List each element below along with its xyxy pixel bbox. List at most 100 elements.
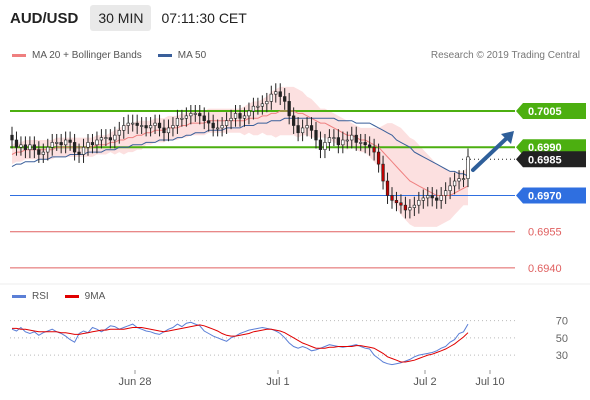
candle-body bbox=[452, 180, 457, 187]
x-axis-label: Jul 1 bbox=[266, 376, 289, 388]
candle-body bbox=[350, 134, 354, 141]
candle-body bbox=[64, 139, 68, 146]
candle-body bbox=[242, 115, 247, 119]
candle-body bbox=[399, 202, 403, 206]
candle-body bbox=[193, 113, 197, 115]
candle-body bbox=[216, 127, 220, 130]
candle-body bbox=[189, 113, 193, 117]
candle-body bbox=[19, 144, 23, 148]
candle-body bbox=[417, 200, 421, 206]
timeframe-selector[interactable]: 30 MIN bbox=[90, 5, 152, 31]
candle-body bbox=[247, 110, 251, 117]
candle-body bbox=[300, 127, 305, 134]
candle-body bbox=[376, 151, 381, 165]
rsi-ma9-line bbox=[12, 324, 469, 363]
level-label-0.6940: 0.6940 bbox=[528, 263, 562, 275]
candle-body bbox=[72, 142, 77, 153]
candle-body bbox=[238, 113, 242, 119]
candle-body bbox=[390, 195, 394, 201]
candle-body bbox=[23, 144, 28, 150]
candle-body bbox=[202, 115, 206, 121]
rsi-line bbox=[11, 321, 469, 366]
ma20-swatch bbox=[12, 54, 26, 57]
candle-body bbox=[269, 93, 273, 102]
candle-body bbox=[113, 134, 117, 141]
candle-body bbox=[104, 137, 108, 139]
candle-body bbox=[46, 146, 50, 153]
candle-body bbox=[305, 125, 309, 129]
candle-body bbox=[108, 137, 112, 141]
candle-body bbox=[32, 144, 36, 150]
candle-body bbox=[37, 149, 41, 155]
candle-body bbox=[444, 190, 448, 196]
level-label-box bbox=[516, 139, 586, 156]
level-label-0.6985: 0.6985 bbox=[516, 151, 586, 168]
candle-body bbox=[283, 96, 287, 102]
candle-body bbox=[90, 142, 95, 146]
candle-body bbox=[131, 122, 135, 125]
x-axis-label: Jun 28 bbox=[118, 376, 151, 388]
candle-body bbox=[126, 122, 130, 126]
candle-body bbox=[86, 142, 90, 148]
level-label-0.6990: 0.6990 bbox=[516, 139, 586, 156]
candle-body bbox=[211, 122, 215, 129]
candle-body bbox=[381, 163, 385, 182]
candle-body bbox=[426, 195, 430, 199]
candle-body bbox=[229, 117, 233, 121]
rsi-tick-label: 50 bbox=[556, 333, 568, 345]
candle-body bbox=[421, 197, 425, 201]
candle-body bbox=[233, 113, 238, 119]
candle-body bbox=[207, 120, 211, 124]
candle-body bbox=[439, 195, 443, 201]
candle-body bbox=[412, 204, 416, 208]
candle-body bbox=[323, 142, 327, 150]
candle-body bbox=[135, 122, 139, 126]
candle-body bbox=[461, 178, 466, 180]
candle-body bbox=[162, 127, 166, 134]
candle-body bbox=[81, 146, 86, 155]
candle-body bbox=[184, 115, 188, 119]
candle-body bbox=[318, 139, 323, 150]
level-label-0.6970: 0.6970 bbox=[516, 187, 586, 204]
ma20-legend-label: MA 20 + Bollinger Bands bbox=[32, 50, 142, 61]
candle-body bbox=[14, 139, 19, 148]
candle-body bbox=[28, 144, 32, 150]
candle-body bbox=[180, 117, 184, 120]
level-label-box bbox=[516, 187, 586, 204]
candle-body bbox=[368, 144, 372, 148]
candle-body bbox=[95, 139, 99, 146]
candle-body bbox=[394, 200, 399, 204]
candle-body bbox=[332, 137, 336, 139]
x-axis-label: Jul 10 bbox=[475, 376, 504, 388]
candle-body bbox=[466, 156, 470, 179]
candle-body bbox=[341, 139, 345, 146]
rsi-tick-label: 70 bbox=[556, 316, 568, 328]
candle-body bbox=[457, 178, 461, 182]
candle-body bbox=[224, 120, 229, 126]
rsi-legend-label: RSI bbox=[32, 291, 49, 302]
x-axis-label: Jul 2 bbox=[413, 376, 436, 388]
candle-body bbox=[220, 125, 224, 129]
candle-body bbox=[140, 125, 144, 127]
candle-body bbox=[274, 91, 278, 95]
candle-body bbox=[99, 137, 104, 141]
candle-body bbox=[157, 122, 162, 129]
level-label-0.6955: 0.6955 bbox=[528, 227, 562, 239]
candle-body bbox=[59, 142, 63, 146]
candle-body bbox=[41, 151, 45, 155]
candle-body bbox=[153, 122, 157, 126]
candle-body bbox=[144, 125, 148, 129]
candle-body bbox=[166, 127, 171, 134]
candle-body bbox=[265, 101, 269, 105]
level-label-text: 0.6985 bbox=[528, 154, 562, 166]
ma9-legend-label: 9MA bbox=[84, 291, 106, 302]
credit-text: Research © 2019 Trading Central bbox=[430, 50, 580, 61]
candle-body bbox=[408, 207, 412, 211]
candle-body bbox=[278, 91, 282, 97]
level-label-text: 0.6990 bbox=[528, 142, 562, 154]
ma50-legend-label: MA 50 bbox=[177, 50, 207, 61]
level-label-box bbox=[516, 151, 586, 168]
candle-body bbox=[363, 142, 367, 146]
level-label-text: 0.7005 bbox=[528, 106, 562, 118]
